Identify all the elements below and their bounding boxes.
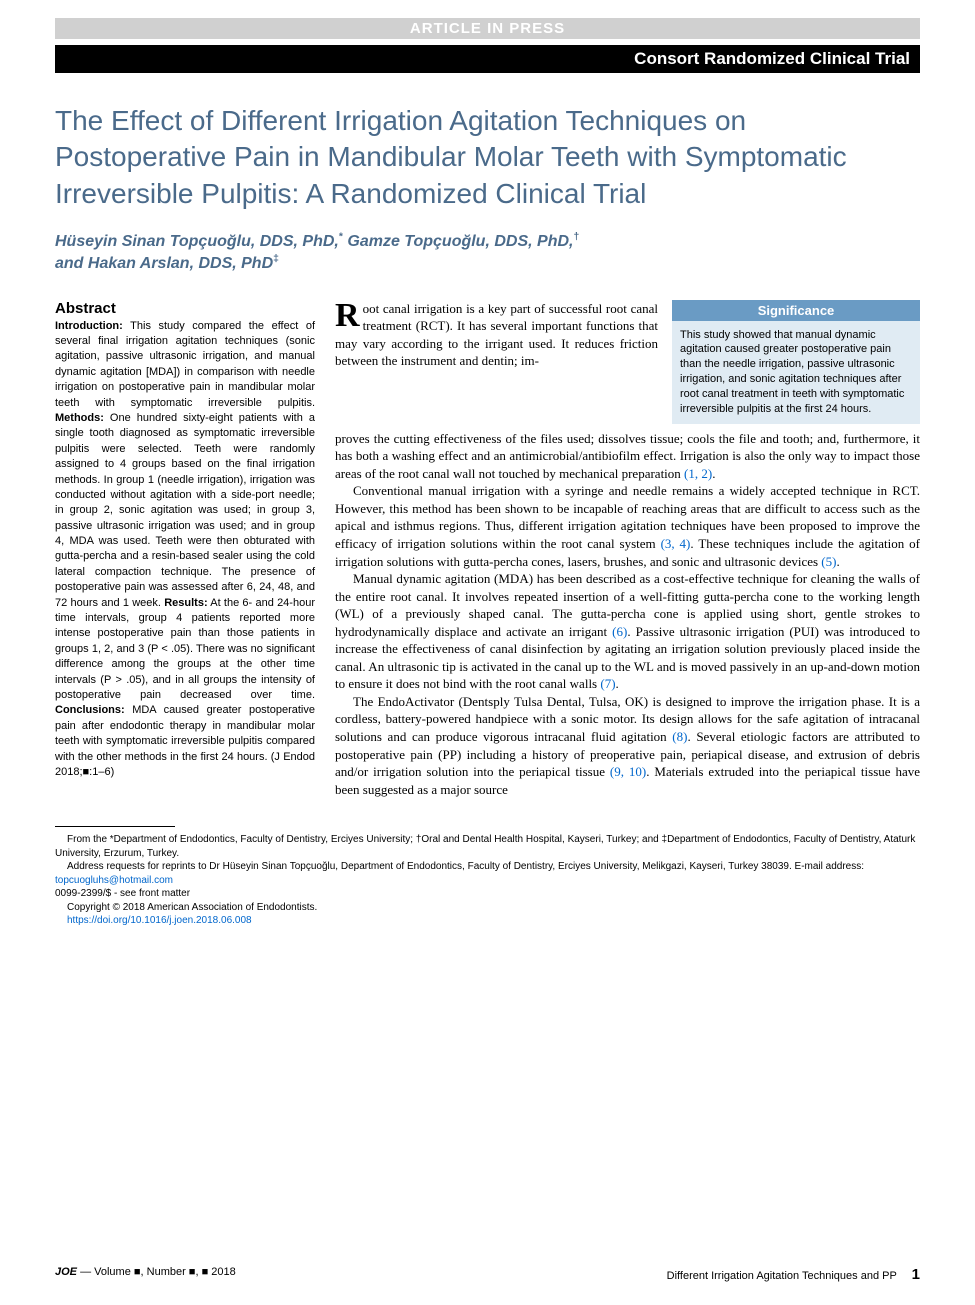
article-title: The Effect of Different Irrigation Agita… [55, 103, 920, 212]
ref-link-5[interactable]: (5) [821, 554, 836, 569]
footer-page-number: 1 [912, 1266, 920, 1283]
footer-left: JOE — Volume ■, Number ■, ■ 2018 [55, 1266, 236, 1283]
abstract-results-text: At the 6- and 24-hour time intervals, gr… [55, 597, 315, 701]
authors-line: Hüseyin Sinan Topçuoğlu, DDS, PhD,* Gamz… [55, 230, 920, 275]
footnote-issn: 0099-2399/$ - see front matter [55, 887, 920, 901]
body-p1: proves the cutting effectiveness of the … [335, 430, 920, 483]
abstract-conclusions-label: Conclusions: [55, 704, 125, 716]
page-footer: JOE — Volume ■, Number ■, ■ 2018 Differe… [55, 1266, 920, 1283]
footnote-copyright: Copyright © 2018 American Association of… [55, 901, 920, 915]
abstract-methods-text: One hundred sixty-eight patients with a … [55, 412, 315, 609]
body-p2c: . [836, 554, 839, 569]
ref-link-6[interactable]: (6) [612, 624, 627, 639]
body-p3c: . [616, 676, 619, 691]
intro-and-significance-row: Root canal irrigation is a key part of s… [335, 300, 920, 424]
abstract-results-label: Results: [164, 597, 207, 609]
significance-body: This study showed that manual dynamic ag… [672, 321, 920, 424]
author-2: Gamze Topçuoğlu, DDS, PhD,† [347, 233, 579, 250]
footnotes: From the *Department of Endodontics, Fac… [55, 833, 920, 928]
body-column: Root canal irrigation is a key part of s… [335, 300, 920, 799]
abstract-body: Introduction: This study compared the ef… [55, 319, 315, 781]
footnote-address-text: Address requests for reprints to Dr Hüse… [67, 861, 864, 872]
author-1: Hüseyin Sinan Topçuoğlu, DDS, PhD,* [55, 233, 343, 250]
significance-header: Significance [672, 300, 920, 321]
footnote-email-link[interactable]: topcuogluhs@hotmail.com [55, 875, 173, 886]
footer-issue-info: — Volume ■, Number ■, ■ 2018 [77, 1266, 236, 1278]
ref-link-3-4[interactable]: (3, 4) [661, 536, 691, 551]
article-in-press-banner: ARTICLE IN PRESS [55, 18, 920, 39]
footer-right: Different Irrigation Agitation Technique… [667, 1266, 920, 1283]
main-content: Abstract Introduction: This study compar… [55, 300, 920, 799]
footnote-doi-link[interactable]: https://doi.org/10.1016/j.joen.2018.06.0… [55, 914, 920, 928]
article-body: proves the cutting effectiveness of the … [335, 430, 920, 798]
intro-text: oot canal irrigation is a key part of su… [335, 301, 658, 369]
footer-running-title: Different Irrigation Agitation Technique… [667, 1270, 897, 1282]
category-banner: Consort Randomized Clinical Trial [55, 45, 920, 73]
abstract-methods-label: Methods: [55, 412, 104, 424]
body-p3: Manual dynamic agitation (MDA) has been … [335, 570, 920, 693]
body-p4: The EndoActivator (Dentsply Tulsa Dental… [335, 693, 920, 798]
significance-box: Significance This study showed that manu… [672, 300, 920, 424]
abstract-intro-label: Introduction: [55, 320, 123, 332]
ref-link-9-10[interactable]: (9, 10) [610, 764, 646, 779]
body-p1b: . [712, 466, 715, 481]
body-p2: Conventional manual irrigation with a sy… [335, 482, 920, 570]
intro-paragraph-wrap: Root canal irrigation is a key part of s… [335, 300, 658, 424]
footnote-affiliations: From the *Department of Endodontics, Fac… [55, 833, 920, 860]
footer-journal-abbr: JOE [55, 1266, 77, 1278]
abstract-column: Abstract Introduction: This study compar… [55, 300, 315, 799]
ref-link-7[interactable]: (7) [600, 676, 615, 691]
footnote-separator [55, 826, 175, 827]
footnote-address: Address requests for reprints to Dr Hüse… [55, 860, 920, 887]
ref-link-1-2[interactable]: (1, 2) [684, 466, 712, 481]
dropcap: R [335, 300, 363, 331]
body-p1a: proves the cutting effectiveness of the … [335, 431, 920, 481]
abstract-intro-text: This study compared the effect of severa… [55, 320, 315, 409]
abstract-heading: Abstract [55, 300, 315, 317]
author-3: and Hakan Arslan, DDS, PhD‡ [55, 255, 279, 272]
ref-link-8[interactable]: (8) [672, 729, 687, 744]
